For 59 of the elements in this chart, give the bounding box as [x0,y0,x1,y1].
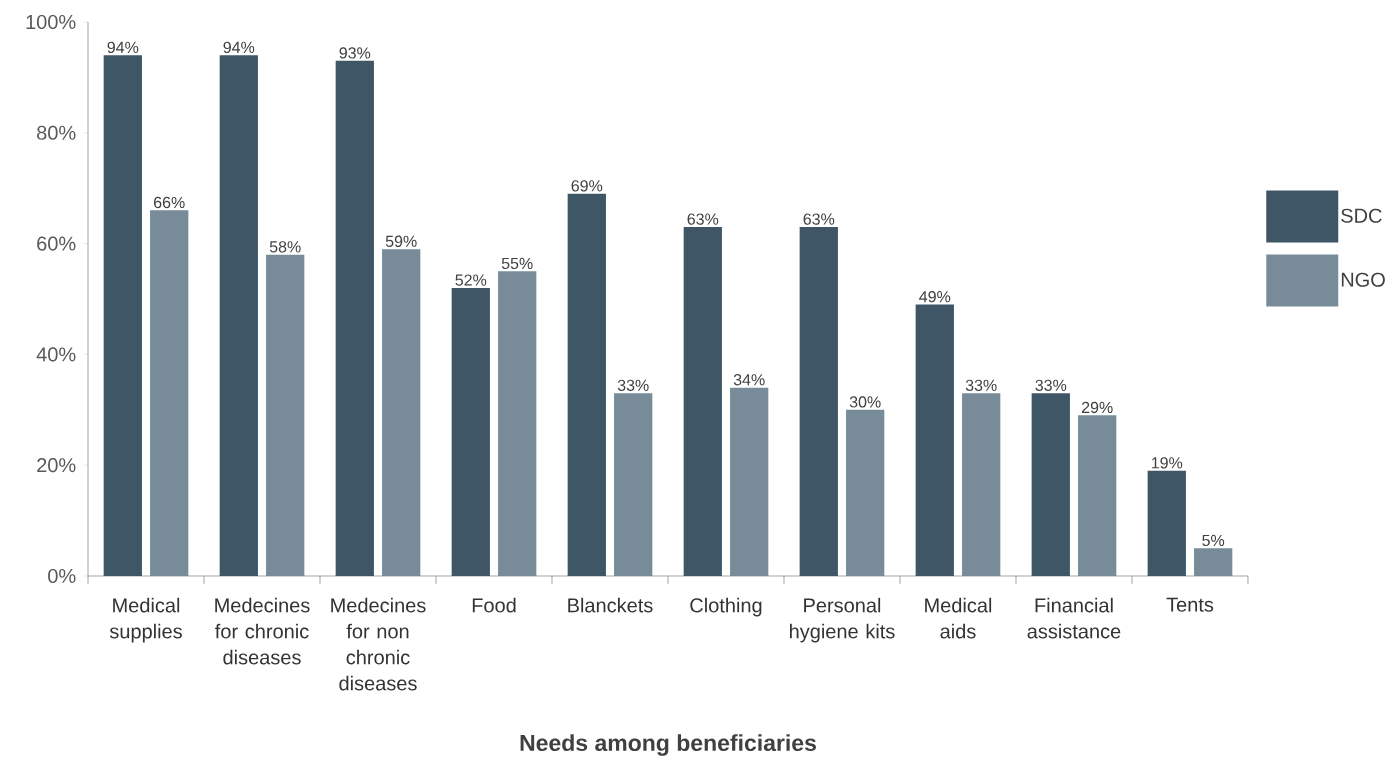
x-axis-title: Needs among beneficiaries [520,734,816,756]
x-tick-label: Medical supplies [109,597,182,643]
bar [567,193,606,576]
bar [1078,415,1117,576]
x-tick-label: Clothing [690,597,762,617]
data-label: 69% [571,180,603,192]
y-tick-label: 0% [48,568,76,584]
x-tick-label: Blanckets [568,597,653,613]
bar [103,55,142,576]
bar [335,60,374,576]
data-label: 58% [269,241,301,253]
data-label: 33% [617,379,649,391]
x-tick-label: Medecines for chronic diseases [215,597,310,665]
bar [846,409,885,576]
bar [266,254,305,576]
y-tick-label: 40% [36,347,76,362]
bar [382,249,421,576]
data-label: 49% [919,291,951,303]
y-tick-label: 60% [37,236,76,251]
x-tick-label: Tents [1166,597,1214,612]
data-label: 63% [803,213,835,225]
text: NGO [1341,272,1385,287]
bar [1194,548,1233,576]
bar [730,387,769,576]
bar [451,287,490,576]
bar [1147,470,1186,576]
bar [1031,393,1070,576]
data-label: 33% [1035,379,1067,391]
bar [150,210,189,576]
data-label: 55% [501,257,533,270]
data-label: 94% [107,41,139,54]
bar [915,304,954,576]
x-tick-label: Food [472,597,516,613]
data-label: 29% [1081,401,1113,414]
data-label: 30% [849,396,881,408]
data-label: 34% [733,374,765,386]
data-label: 19% [1151,457,1183,469]
text: SDC [1341,208,1382,223]
y-tick-label: 80% [37,125,76,140]
bar [498,271,537,576]
x-tick-label: Financial assistance [1027,597,1121,639]
data-label: 5% [1202,534,1225,547]
data-label: 94% [223,41,255,54]
data-label: 93% [339,47,371,59]
x-tick-label: Medical aids [925,597,992,639]
bar [962,393,1001,576]
bar [614,393,653,576]
y-tick-label: 100% [26,14,76,30]
bar [683,226,722,576]
x-tick-label: Medecines for non chronic diseases [331,597,426,691]
y-tick-label: 20% [37,458,76,473]
x-tick-label: Personal hygiene kits [790,597,895,643]
data-label: 63% [687,213,719,225]
data-label: 52% [455,274,487,286]
data-label: 66% [154,196,185,209]
data-label: 59% [385,235,417,247]
data-label: 33% [965,379,997,391]
bar [219,55,258,576]
bar [799,226,838,576]
